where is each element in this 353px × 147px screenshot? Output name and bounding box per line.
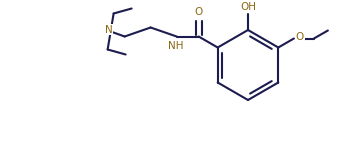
Text: O: O — [296, 31, 304, 41]
Text: NH: NH — [168, 41, 184, 51]
Text: N: N — [105, 25, 113, 35]
Text: O: O — [195, 6, 203, 16]
Text: OH: OH — [240, 2, 256, 12]
